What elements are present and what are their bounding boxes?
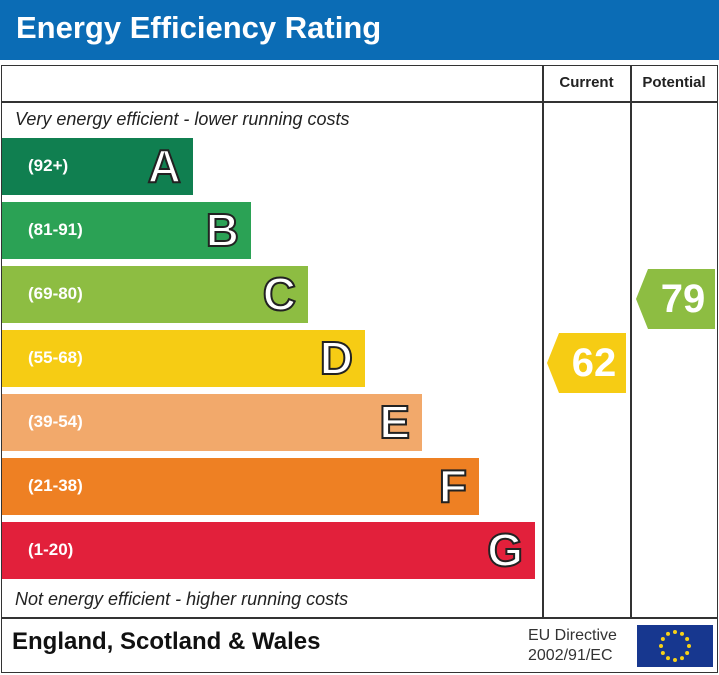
current-rating-value: 62 [571,341,617,385]
band-letter: F [438,459,468,513]
band-range: (55-68) [28,348,83,367]
header: Energy Efficiency Rating [0,0,719,60]
divider [542,66,544,617]
star-icon [660,651,665,655]
star-icon [687,644,691,648]
bottom-note: Not energy efficient - higher running co… [15,589,349,609]
star-icon [685,637,690,641]
star-icon [680,631,684,636]
band-letter: A [147,139,182,193]
band-letter: D [319,331,354,385]
star-icon [680,656,684,661]
band-range: (21-38) [28,476,83,495]
potential-rating-arrow: 79 [636,269,716,329]
band-letter: E [378,395,411,449]
page-title: Energy Efficiency Rating [16,10,382,45]
chart-frame [1,65,718,673]
divider [2,101,717,103]
divider [630,66,632,617]
divider [2,617,717,619]
star-icon [659,644,663,648]
star-icon [673,630,677,634]
directive-line2: 2002/91/EC [528,647,613,664]
potential-arrow-shape [636,269,715,329]
band-range: (92+) [28,156,69,175]
potential-rating-value: 79 [660,277,706,321]
star-icon [666,656,670,661]
band-letter: C [262,267,297,321]
band-bar-c: (69-80) C [2,266,308,323]
band-bar-g: (1-20) G [2,522,535,579]
current-rating-arrow: 62 [547,333,627,393]
region-label: England, Scotland & Wales [12,628,321,655]
band-bar-e: (39-54) E [2,394,422,451]
directive-line1: EU Directive [528,627,617,644]
eu-directive: EU Directive 2002/91/EC [528,626,617,666]
band-bar-f: (21-38) F [2,458,479,515]
band-range: (69-80) [28,284,83,303]
band-range: (39-54) [28,412,83,431]
band-range: (1-20) [28,540,74,559]
current-arrow-shape [547,333,626,393]
star-icon [685,651,690,655]
band-bar-a: (92+) A [2,138,193,195]
band-bar-b: (81-91) B [2,202,251,259]
potential-column-header: Potential [642,74,706,91]
current-column-header: Current [559,74,614,91]
eu-flag-icon [637,625,713,667]
band-letter: G [486,523,524,577]
top-note: Very energy efficient - lower running co… [15,109,350,129]
star-icon [660,637,665,641]
star-icon [666,631,670,636]
band-letter: B [205,203,240,257]
star-icon [673,658,677,662]
band-bar-d: (55-68) D [2,330,365,387]
band-range: (81-91) [28,220,83,239]
